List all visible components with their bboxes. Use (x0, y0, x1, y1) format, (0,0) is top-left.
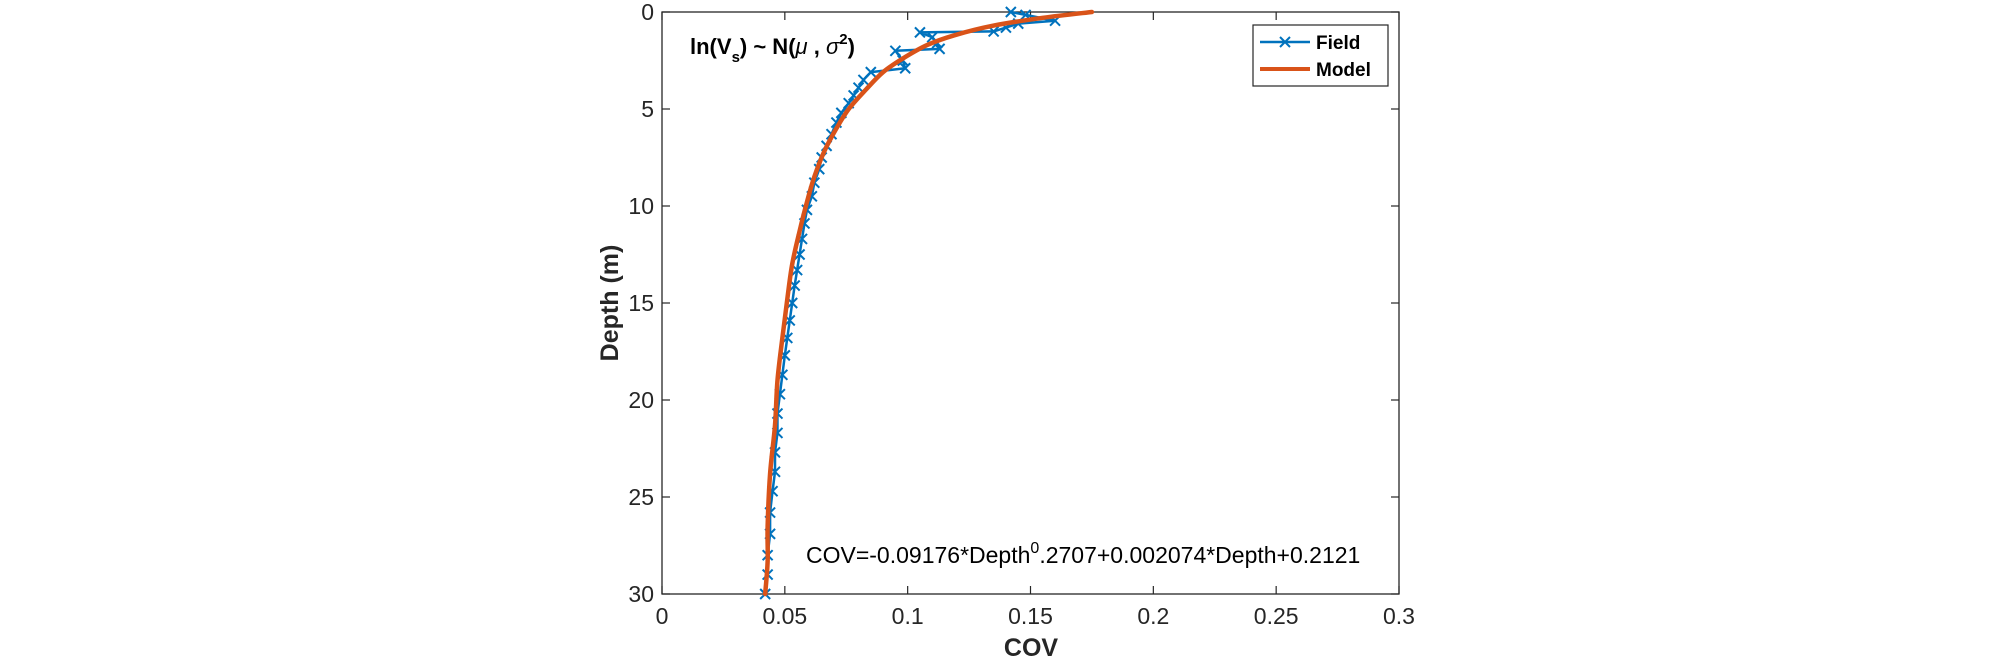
x-tick-label: 0.2 (1137, 603, 1169, 629)
legend-field-x-marker (1279, 36, 1291, 48)
x-tick-label: 0.05 (762, 603, 807, 629)
distribution-annotation: ln(Vs) ~ N(μ , σ2) (690, 31, 855, 66)
field-point (899, 62, 911, 74)
axis-ticks (661, 11, 1400, 595)
y-tick-label: 0 (641, 0, 654, 25)
y-tick-labels: 0 5 10 15 20 25 30 (628, 0, 654, 607)
series-model (762, 9, 1095, 597)
y-tick-label: 10 (628, 193, 654, 219)
legend-field-label: Field (1316, 33, 1360, 54)
field-point (933, 43, 946, 55)
y-tick-label: 30 (628, 581, 654, 607)
x-tick-label: 0.15 (1008, 603, 1053, 629)
legend-field-marker (1279, 36, 1291, 48)
x-axis-title: COV (1004, 634, 1059, 662)
legend-model-label: Model (1316, 60, 1371, 81)
y-tick-label: 20 (628, 387, 654, 413)
y-tick-label: 5 (641, 96, 654, 122)
model-curve (762, 9, 1095, 597)
x-tick-label: 0.3 (1383, 603, 1415, 629)
field-point (914, 26, 926, 39)
legend: Field Model (1252, 24, 1389, 87)
x-tick-label: 0 (656, 603, 669, 629)
field-point (1005, 6, 1017, 18)
x-tick-label: 0.25 (1254, 603, 1299, 629)
plot-area (661, 11, 1400, 595)
x-tick-label: 0.1 (892, 603, 924, 629)
y-tick-label: 25 (628, 484, 654, 510)
legend-box (1252, 24, 1389, 87)
x-tick-labels: 0 0.05 0.1 0.15 0.2 0.25 0.3 (656, 603, 1415, 629)
y-axis-title: Depth (m) (596, 245, 624, 362)
model-equation: COV=-0.09176*Depth0.2707+0.002074*Depth+… (806, 540, 1360, 568)
field-point (889, 45, 902, 57)
y-tick-label: 15 (628, 290, 654, 316)
field-point (857, 74, 870, 86)
